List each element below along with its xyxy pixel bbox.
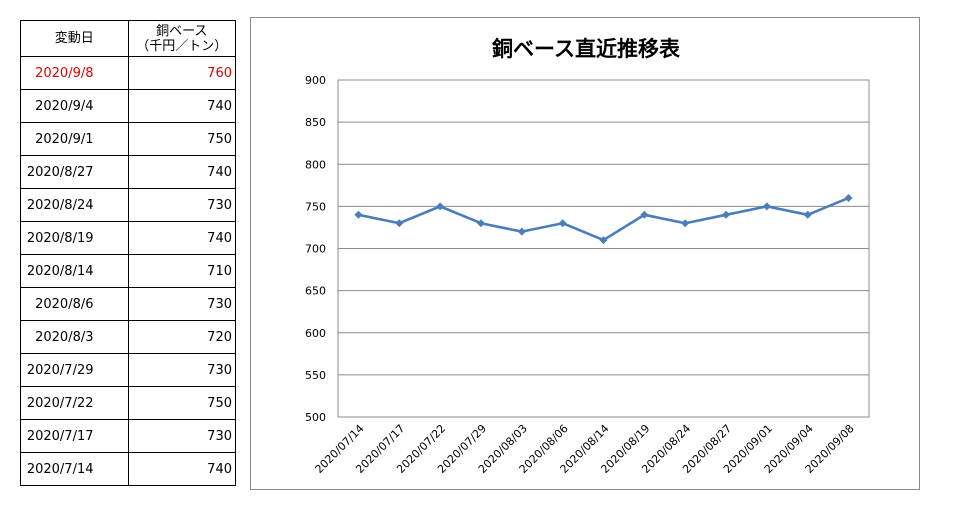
series-layer — [354, 193, 853, 245]
row-date: 2020/9/1 — [20, 122, 129, 156]
y-tick-label: 600 — [305, 327, 326, 340]
y-tick-label: 500 — [305, 411, 326, 424]
row-price: 740 — [127, 89, 236, 123]
chart-title: 銅ベース直近推移表 — [492, 37, 681, 61]
chart-area: 銅ベース直近推移表 500 550 600 650 700 750 800 850 900 20… — [250, 17, 920, 490]
row-price: 740 — [127, 155, 236, 189]
row-price: 760 — [127, 56, 236, 90]
row-price: 730 — [127, 419, 236, 453]
row-date: 2020/8/6 — [20, 287, 129, 321]
data-point-marker — [762, 202, 771, 211]
row-date: 2020/8/3 — [20, 320, 129, 354]
row-price: 710 — [127, 254, 236, 288]
row-date: 2020/8/19 — [20, 221, 129, 255]
data-point-marker — [599, 236, 608, 245]
row-price: 750 — [127, 386, 236, 420]
price-table: 変動日 銅ベース （千円／トン） 2020/9/8 760 2020/9/4 740 2… — [20, 20, 236, 486]
row-price: 730 — [127, 353, 236, 387]
line-chart: 銅ベース直近推移表 500 550 600 650 700 750 800 850 900 20… — [305, 37, 870, 476]
data-point-marker — [722, 210, 731, 219]
table-row: 2020/8/3 720 — [20, 320, 236, 354]
data-point-marker — [436, 202, 445, 211]
table-row: 2020/9/1 750 — [20, 122, 236, 156]
y-tick-label: 900 — [305, 74, 326, 87]
row-price: 740 — [127, 221, 236, 255]
table-row: 2020/8/24 730 — [20, 188, 236, 222]
row-price: 740 — [127, 452, 236, 486]
table-row: 2020/7/17 730 — [20, 419, 236, 453]
data-point-marker — [354, 210, 363, 219]
row-date: 2020/8/14 — [20, 254, 129, 288]
row-date: 2020/7/22 — [20, 386, 129, 420]
gridlines — [338, 79, 869, 418]
table-row: 2020/9/4 740 — [20, 89, 236, 123]
table-header-row: 変動日 銅ベース （千円／トン） — [20, 20, 236, 57]
series-line — [358, 196, 850, 242]
table-row: 2020/7/14 740 — [20, 452, 236, 486]
plot-frame — [337, 79, 870, 418]
header-price-line2: （千円／トン） — [136, 38, 228, 54]
row-price: 750 — [127, 122, 236, 156]
row-date: 2020/9/8 — [20, 56, 129, 90]
y-tick-label: 850 — [305, 116, 326, 129]
data-point-marker — [476, 219, 485, 228]
row-date: 2020/7/29 — [20, 353, 129, 387]
table-row: 2020/8/14 710 — [20, 254, 236, 288]
header-date: 変動日 — [20, 20, 129, 57]
table-row: 2020/8/27 740 — [20, 155, 236, 189]
data-point-marker — [640, 210, 649, 219]
y-tick-label: 650 — [305, 285, 326, 298]
y-tick-label: 800 — [305, 158, 326, 171]
y-tick-label: 550 — [305, 369, 326, 382]
table-row: 2020/7/22 750 — [20, 386, 236, 420]
table-body: 2020/9/8 760 2020/9/4 740 2020/9/1 750 2020/8/… — [20, 56, 236, 486]
data-point-marker — [681, 219, 690, 228]
data-point-marker — [395, 219, 404, 228]
table-row: 2020/8/6 730 — [20, 287, 236, 321]
x-axis-ticks: 2020/07/142020/07/172020/07/222020/07/29… — [313, 422, 857, 476]
y-tick-label: 750 — [305, 200, 326, 213]
row-price: 730 — [127, 287, 236, 321]
data-point-marker — [803, 210, 812, 219]
table-row: 2020/8/19 740 — [20, 221, 236, 255]
row-date: 2020/7/14 — [20, 452, 129, 486]
table-row: 2020/7/29 730 — [20, 353, 236, 387]
row-date: 2020/8/27 — [20, 155, 129, 189]
header-price: 銅ベース （千円／トン） — [127, 20, 236, 57]
row-date: 2020/7/17 — [20, 419, 129, 453]
row-date: 2020/8/24 — [20, 188, 129, 222]
y-tick-label: 700 — [305, 243, 326, 256]
row-price: 720 — [127, 320, 236, 354]
y-axis-ticks: 500 550 600 650 700 750 800 850 900 — [305, 74, 326, 424]
row-date: 2020/9/4 — [20, 89, 129, 123]
row-price: 730 — [127, 188, 236, 222]
table-row: 2020/9/8 760 — [20, 56, 236, 90]
data-point-marker — [517, 227, 526, 236]
data-point-marker — [844, 193, 853, 202]
header-price-line1: 銅ベース — [156, 23, 208, 39]
data-point-marker — [558, 219, 567, 228]
